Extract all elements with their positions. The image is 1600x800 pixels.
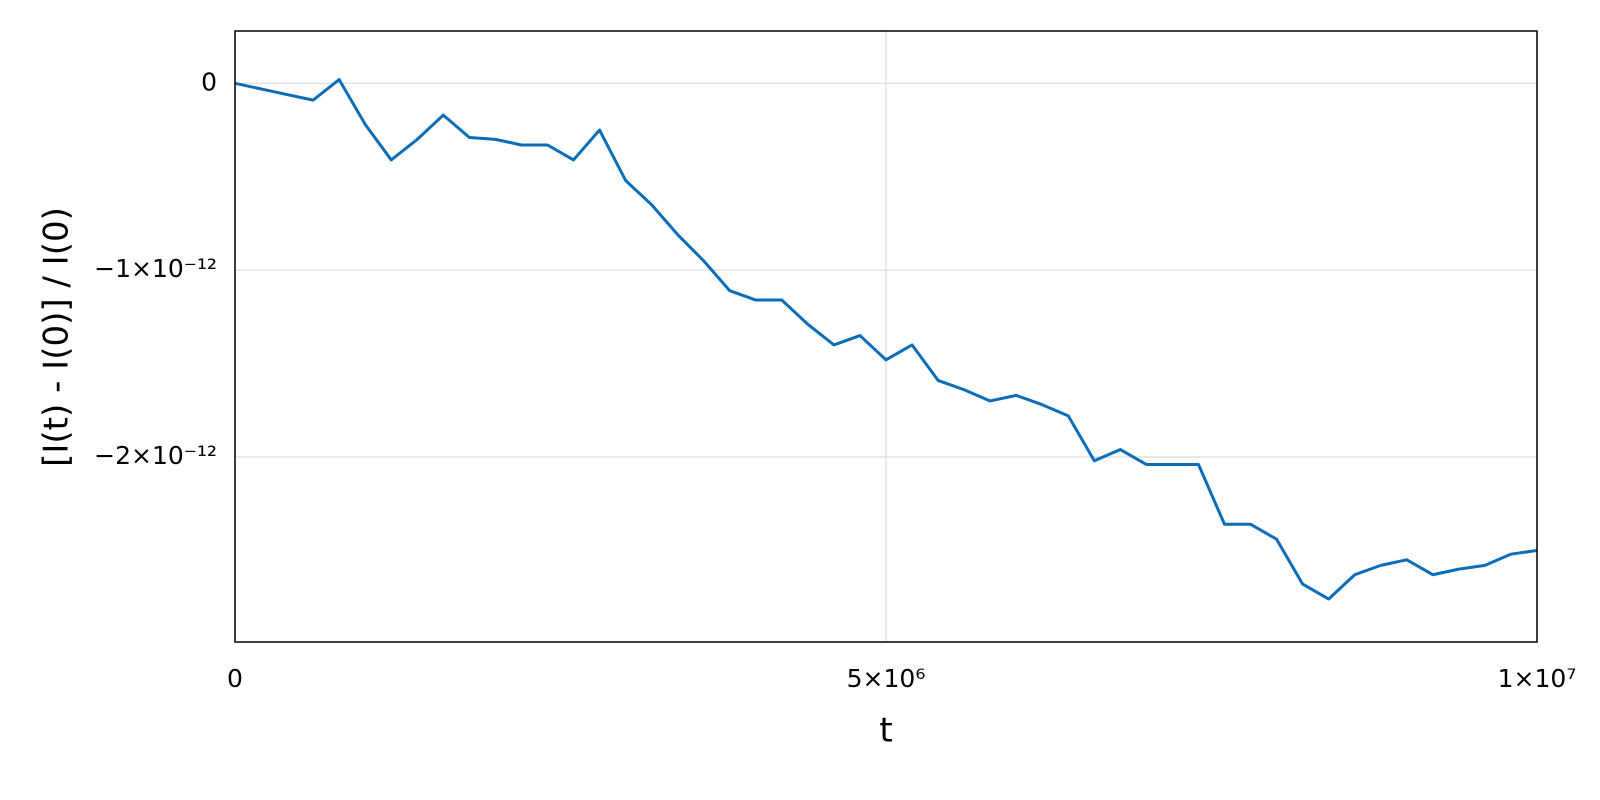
data-line	[234, 78, 1538, 601]
x-tick-label: 1×10⁷	[1498, 664, 1577, 693]
plot-frame	[234, 30, 1538, 643]
y-tick-label: −2×10⁻¹²	[94, 441, 217, 470]
y-axis-label: [I(t) - I(0)] / I(0)	[37, 207, 77, 467]
x-tick-label: 0	[227, 664, 243, 693]
y-tick-label: −1×10⁻¹²	[94, 254, 217, 283]
y-tick-label: 0	[201, 67, 217, 96]
x-axis-label: t	[879, 711, 892, 751]
x-tick-label: 5×10⁶	[847, 664, 926, 693]
